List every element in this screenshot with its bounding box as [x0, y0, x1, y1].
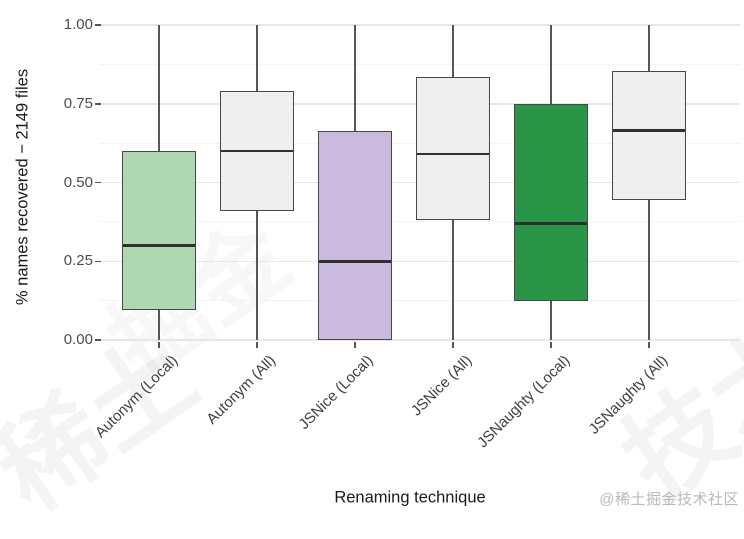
x-axis-tick: [158, 342, 160, 348]
y-axis-tick-label: 0.75: [63, 94, 93, 112]
x-axis-tick: [256, 342, 258, 348]
median-line-jsnaughty-all: [613, 129, 685, 132]
x-axis-category-label: JSNaughty (Local): [473, 352, 574, 452]
box-jsnaughty-all: [612, 70, 686, 200]
box-jsnice-local: [318, 130, 392, 340]
y-axis-tick-label: 0.00: [63, 331, 93, 348]
x-axis-tick: [354, 342, 356, 348]
median-line-autonym-local: [123, 244, 195, 247]
minor-gridline: [100, 221, 740, 223]
median-line-jsnice-local: [319, 260, 391, 263]
box-autonym-local: [122, 151, 196, 311]
major-gridline: [100, 24, 740, 26]
y-axis-tick-label: 0.50: [63, 173, 93, 191]
box-jsnaughty-local: [514, 103, 588, 301]
y-axis-tick: [95, 339, 101, 341]
y-axis-tick: [95, 103, 101, 105]
minor-gridline: [100, 63, 740, 65]
x-axis-category-label: JSNice (Local): [296, 352, 378, 433]
x-axis-tick: [550, 342, 552, 348]
y-axis-tick: [95, 24, 101, 26]
y-axis-tick-label: 1.00: [63, 16, 93, 33]
x-axis-title: Renaming technique: [334, 488, 486, 507]
plot-panel: 0.00 0.25 0.50 0.75 1.00 Autonym (Local) Auton…: [63, 16, 740, 452]
major-gridline: [100, 260, 740, 262]
x-axis-category-label: JSNice (All): [407, 352, 476, 420]
x-axis-category-label: Autonym (All): [203, 352, 280, 428]
box-jsnice-all: [416, 76, 490, 221]
y-axis-tick: [95, 181, 101, 184]
watermark-badge: @稀土掘金技术社区: [599, 491, 739, 508]
y-axis-title: % names recovered − 2149 files: [13, 68, 32, 306]
y-axis-tick: [95, 260, 101, 262]
y-axis-tick-label: 0.25: [63, 252, 93, 270]
x-axis-category-label: Autonym (Local): [91, 352, 182, 442]
x-axis-tick: [452, 342, 454, 348]
major-gridline: [100, 339, 740, 341]
median-line-jsnice-all: [417, 152, 489, 156]
median-line-jsnaughty-local: [515, 222, 587, 225]
x-axis-category-label: JSNaughty (All): [585, 352, 672, 438]
median-line-autonym-all: [221, 149, 293, 153]
minor-gridline: [100, 300, 740, 302]
x-axis-tick: [648, 342, 650, 348]
